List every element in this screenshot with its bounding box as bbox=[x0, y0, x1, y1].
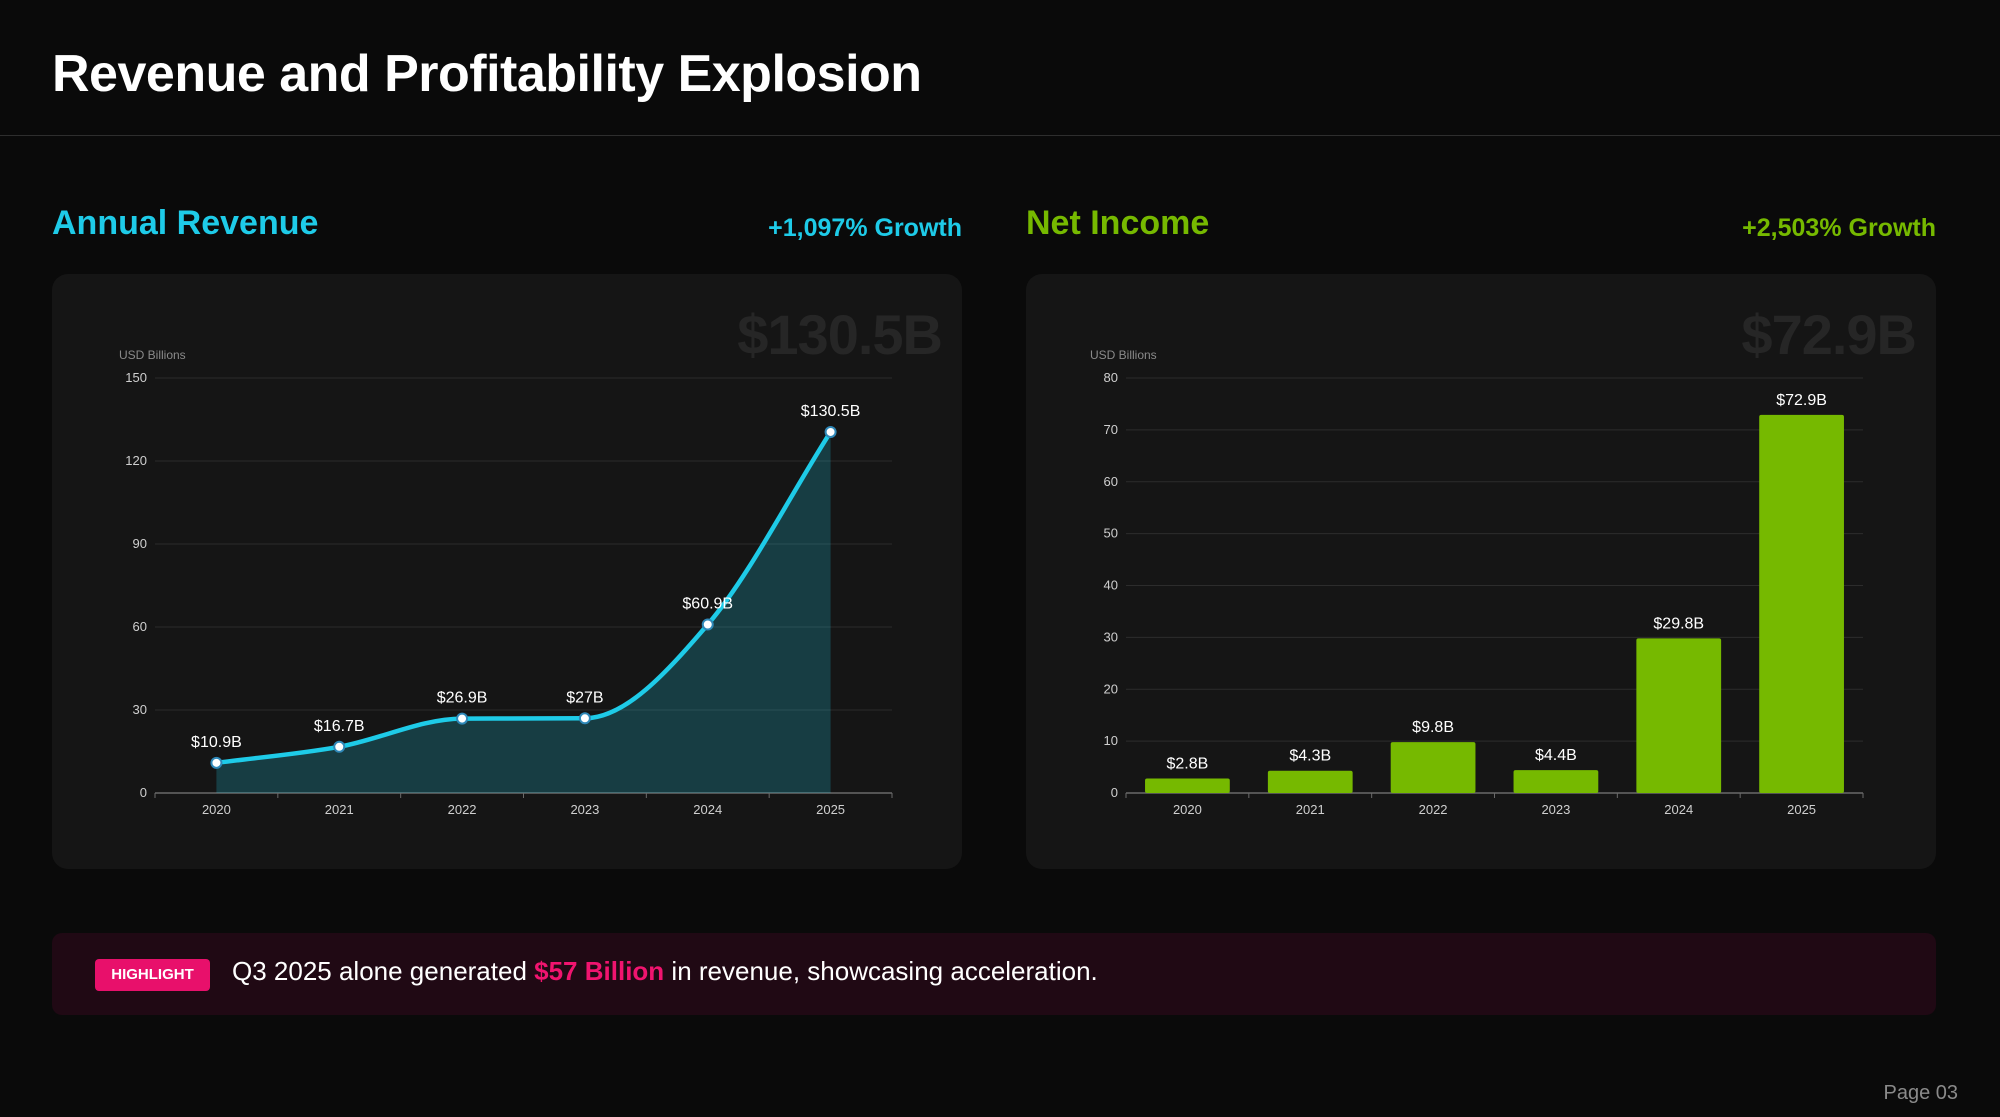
revenue-point bbox=[578, 712, 591, 725]
revenue-point bbox=[456, 712, 469, 725]
highlight-banner: HIGHLIGHT Q3 2025 alone generated $57 Bi… bbox=[52, 933, 1936, 1015]
y-tick-label: 40 bbox=[1104, 578, 1118, 593]
highlight-accent: $57 Billion bbox=[534, 956, 665, 986]
x-tick-label: 2023 bbox=[570, 802, 599, 817]
income-data-label: $4.3B bbox=[1289, 748, 1331, 765]
y-tick-label: 20 bbox=[1104, 681, 1118, 696]
y-tick-label: 10 bbox=[1104, 733, 1118, 748]
x-tick-label: 2022 bbox=[448, 802, 477, 817]
income-data-label: $72.9B bbox=[1776, 392, 1827, 409]
income-bar bbox=[1145, 778, 1230, 793]
x-tick-label: 2021 bbox=[1296, 802, 1325, 817]
y-tick-label: 30 bbox=[1104, 629, 1118, 644]
x-tick-label: 2024 bbox=[1664, 802, 1693, 817]
income-data-label: $9.8B bbox=[1412, 719, 1454, 736]
y-tick-label: 50 bbox=[1104, 526, 1118, 541]
income-bar bbox=[1636, 638, 1722, 793]
y-tick-label: 80 bbox=[1104, 370, 1118, 385]
y-tick-label: 90 bbox=[133, 536, 147, 551]
highlight-text-after: in revenue, showcasing acceleration. bbox=[664, 956, 1098, 986]
revenue-panel-title: Annual Revenue bbox=[52, 204, 319, 242]
income-bar bbox=[1267, 770, 1353, 793]
revenue-data-label: $60.9B bbox=[682, 596, 733, 613]
title-bar: Revenue and Profitability Explosion bbox=[0, 0, 2000, 136]
y-tick-label: 30 bbox=[133, 702, 147, 717]
page-title: Revenue and Profitability Explosion bbox=[52, 45, 922, 103]
revenue-data-label: $26.9B bbox=[437, 690, 488, 707]
income-panel-header: Net Income +2,503% Growth bbox=[1026, 204, 1936, 254]
income-bar bbox=[1390, 742, 1476, 793]
y-tick-label: 0 bbox=[140, 785, 147, 800]
x-tick-label: 2021 bbox=[325, 802, 354, 817]
y-tick-label: 0 bbox=[1111, 785, 1118, 800]
income-bar bbox=[1513, 770, 1599, 793]
income-bar bbox=[1759, 414, 1844, 793]
x-tick-label: 2020 bbox=[1173, 802, 1202, 817]
highlight-text: Q3 2025 alone generated $57 Billion in r… bbox=[232, 956, 1098, 987]
revenue-area-fill bbox=[216, 431, 831, 793]
page-number: Page 03 bbox=[1883, 1082, 1958, 1104]
income-data-label: $4.4B bbox=[1535, 747, 1577, 764]
x-tick-label: 2022 bbox=[1419, 802, 1448, 817]
y-tick-label: 60 bbox=[1104, 474, 1118, 489]
x-tick-label: 2020 bbox=[202, 802, 231, 817]
y-tick-label: 60 bbox=[133, 619, 147, 634]
revenue-data-label: $16.7B bbox=[314, 718, 365, 735]
x-tick-label: 2024 bbox=[693, 802, 722, 817]
revenue-panel-header: Annual Revenue +1,097% Growth bbox=[52, 204, 962, 254]
income-data-label: $29.8B bbox=[1653, 615, 1704, 632]
income-chart: USD Billions 0 10 20 30 40 50 60 70 80 2020 2021 202… bbox=[1090, 348, 1864, 817]
revenue-point bbox=[701, 618, 714, 631]
revenue-point bbox=[824, 425, 837, 438]
income-data-label: $2.8B bbox=[1167, 755, 1209, 772]
y-tick-label: 150 bbox=[125, 370, 147, 385]
x-tick-label: 2025 bbox=[1787, 802, 1816, 817]
revenue-data-label: $27B bbox=[566, 689, 603, 706]
revenue-growth-label: +1,097% Growth bbox=[768, 214, 962, 242]
revenue-chart: USD Billions 0 30 60 90 120 150 2020 2021 2022 202… bbox=[119, 348, 893, 817]
y-tick-label: 70 bbox=[1104, 422, 1118, 437]
income-chart-card: $72.9B USD Billions 0 10 20 30 40 50 60 70 80 2020… bbox=[1026, 274, 1936, 869]
revenue-chart-card: $130.5B USD Billions 0 30 60 90 120 150 2020 202… bbox=[52, 274, 962, 869]
y-unit-label: USD Billions bbox=[1090, 348, 1157, 362]
income-panel-title: Net Income bbox=[1026, 204, 1210, 242]
revenue-watermark: $130.5B bbox=[737, 303, 943, 366]
y-unit-label: USD Billions bbox=[119, 348, 186, 362]
revenue-data-label: $130.5B bbox=[801, 403, 861, 420]
highlight-text-before: Q3 2025 alone generated bbox=[232, 956, 535, 986]
revenue-point bbox=[210, 756, 223, 769]
x-tick-label: 2023 bbox=[1541, 802, 1570, 817]
revenue-point bbox=[333, 740, 346, 753]
income-watermark: $72.9B bbox=[1741, 303, 1917, 366]
x-tick-label: 2025 bbox=[816, 802, 845, 817]
revenue-data-label: $10.9B bbox=[191, 734, 242, 751]
y-tick-label: 120 bbox=[125, 453, 147, 468]
highlight-badge: HIGHLIGHT bbox=[95, 959, 210, 991]
income-growth-label: +2,503% Growth bbox=[1742, 214, 1936, 242]
